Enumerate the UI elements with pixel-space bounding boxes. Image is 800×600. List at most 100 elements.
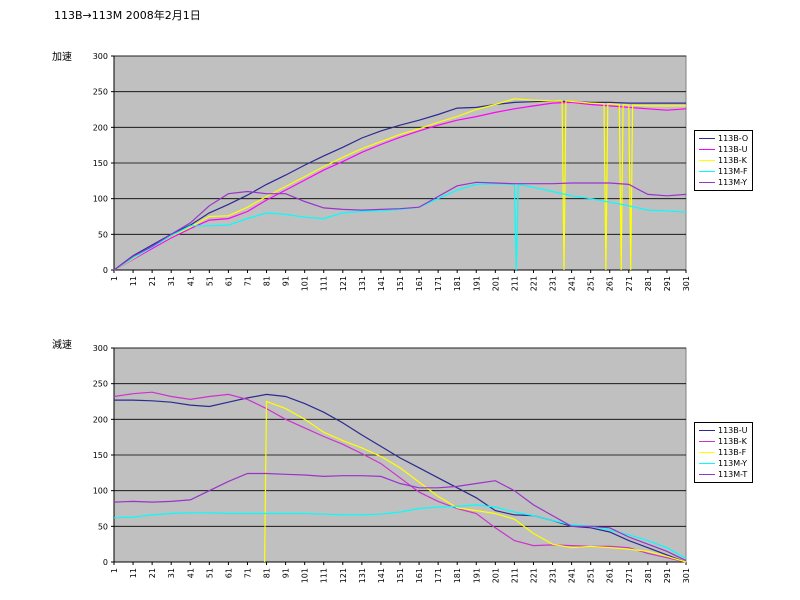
chart-panel-label: 減速	[52, 340, 72, 351]
x-tick-label: 81	[263, 568, 272, 578]
y-tick-label: 300	[93, 344, 108, 353]
legend-item: 113B-U	[699, 144, 748, 155]
series-line	[113, 100, 686, 271]
x-tick-label: 151	[396, 276, 405, 291]
x-tick-label: 131	[358, 568, 367, 583]
x-tick-label: 161	[415, 276, 424, 291]
y-tick-label: 300	[93, 52, 108, 61]
x-tick-label: 11	[129, 276, 138, 286]
y-tick-label: 250	[93, 380, 108, 389]
x-tick-label: 61	[224, 276, 233, 286]
legend-swatch	[699, 474, 715, 475]
x-tick-label: 201	[491, 568, 500, 583]
x-tick-label: 181	[453, 276, 462, 291]
x-tick-label: 271	[625, 568, 634, 583]
x-tick-label: 41	[186, 568, 195, 578]
x-tick-label: 301	[682, 568, 691, 583]
x-tick-label: 141	[377, 276, 386, 291]
x-tick-label: 241	[568, 276, 577, 291]
x-tick-label: 221	[529, 276, 538, 291]
x-tick-label: 41	[186, 276, 195, 286]
x-tick-label: 71	[243, 276, 252, 286]
x-tick-label: 141	[377, 568, 386, 583]
legend-swatch	[699, 171, 715, 172]
x-tick-label: 191	[472, 276, 481, 291]
x-tick-label: 31	[167, 276, 176, 286]
y-tick-label: 250	[93, 88, 108, 97]
legend-label: 113B-F	[718, 448, 747, 457]
x-tick-label: 31	[167, 568, 176, 578]
legend-swatch	[699, 138, 715, 139]
legend-label: 113M-T	[718, 470, 748, 479]
legend-item: 113M-F	[699, 166, 748, 177]
x-tick-label: 51	[205, 276, 214, 286]
y-tick-label: 50	[98, 522, 108, 531]
legend-swatch	[699, 452, 715, 453]
x-tick-label: 301	[682, 276, 691, 291]
x-tick-label: 121	[339, 568, 348, 583]
y-tick-label: 0	[103, 558, 108, 567]
legend-label: 113M-Y	[718, 178, 747, 187]
x-tick-label: 131	[358, 276, 367, 291]
series-line	[264, 400, 687, 563]
y-tick-label: 100	[93, 195, 108, 204]
x-tick-label: 51	[205, 568, 214, 578]
x-tick-label: 111	[320, 276, 329, 291]
page-title: 113B→113M 2008年2月1日	[54, 9, 201, 22]
legend-item: 113B-O	[699, 133, 748, 144]
legend-item: 113M-Y	[699, 458, 748, 469]
legend-swatch	[699, 149, 715, 150]
legend-swatch	[699, 182, 715, 183]
x-tick-label: 291	[663, 276, 672, 291]
legend-item: 113M-Y	[699, 177, 748, 188]
x-tick-label: 221	[529, 568, 538, 583]
x-tick-label: 91	[282, 276, 291, 286]
x-tick-label: 271	[625, 276, 634, 291]
x-tick-label: 261	[606, 276, 615, 291]
y-tick-label: 0	[103, 266, 108, 275]
chart-panel-label: 加速	[52, 52, 72, 63]
x-tick-label: 21	[148, 568, 157, 578]
x-tick-label: 191	[472, 568, 481, 583]
y-tick-label: 200	[93, 415, 108, 424]
legend-label: 113B-U	[718, 426, 748, 435]
x-tick-label: 181	[453, 568, 462, 583]
x-tick-label: 1	[110, 276, 119, 281]
x-tick-label: 261	[606, 568, 615, 583]
x-tick-label: 111	[320, 568, 329, 583]
x-tick-label: 171	[434, 276, 443, 291]
x-tick-label: 251	[587, 568, 596, 583]
series-line	[114, 393, 687, 563]
series-line	[113, 98, 686, 271]
x-tick-label: 161	[415, 568, 424, 583]
legend-swatch	[699, 430, 715, 431]
x-tick-label: 91	[282, 568, 291, 578]
legend-label: 113B-O	[718, 134, 749, 143]
chart-deceleration: 減速 0 50 100 150 200 250 300 1 11 21 31 41 51 61 71 81 91…	[52, 336, 794, 598]
chart-legend: 113B-O 113B-U 113B-K 113M-F 113M-Y	[694, 130, 754, 191]
x-tick-label: 291	[663, 568, 672, 583]
x-tick-label: 101	[301, 568, 310, 583]
x-tick-label: 121	[339, 276, 348, 291]
legend-label: 113B-U	[718, 145, 748, 154]
series-line	[113, 472, 687, 562]
x-tick-label: 11	[129, 568, 138, 578]
x-tick-label: 151	[396, 568, 405, 583]
y-tick-label: 100	[93, 487, 108, 496]
chart-legend: 113B-U 113B-K 113B-F 113M-Y 113M-T	[694, 422, 753, 483]
x-tick-label: 281	[644, 276, 653, 291]
y-tick-label: 150	[93, 451, 108, 460]
legend-label: 113M-F	[718, 167, 748, 176]
series-line	[113, 101, 687, 271]
x-tick-label: 1	[110, 568, 119, 573]
legend-item: 113B-F	[699, 447, 748, 458]
x-tick-label: 101	[301, 276, 310, 291]
legend-item: 113B-K	[699, 436, 748, 447]
y-tick-label: 150	[93, 159, 108, 168]
x-tick-label: 81	[263, 276, 272, 286]
legend-swatch	[699, 441, 715, 442]
legend-label: 113B-K	[718, 156, 747, 165]
y-tick-label: 50	[98, 230, 108, 239]
x-tick-label: 201	[491, 276, 500, 291]
